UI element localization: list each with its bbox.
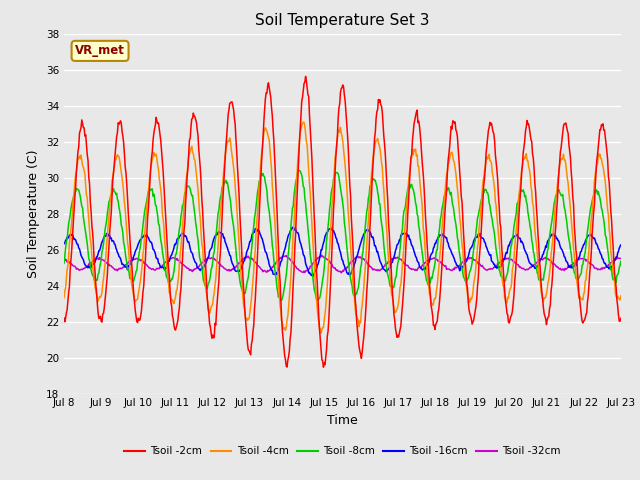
Title: Soil Temperature Set 3: Soil Temperature Set 3	[255, 13, 429, 28]
Y-axis label: Soil Temperature (C): Soil Temperature (C)	[28, 149, 40, 278]
Legend: Tsoil -2cm, Tsoil -4cm, Tsoil -8cm, Tsoil -16cm, Tsoil -32cm: Tsoil -2cm, Tsoil -4cm, Tsoil -8cm, Tsoi…	[120, 442, 564, 460]
X-axis label: Time: Time	[327, 414, 358, 427]
Text: VR_met: VR_met	[75, 44, 125, 58]
